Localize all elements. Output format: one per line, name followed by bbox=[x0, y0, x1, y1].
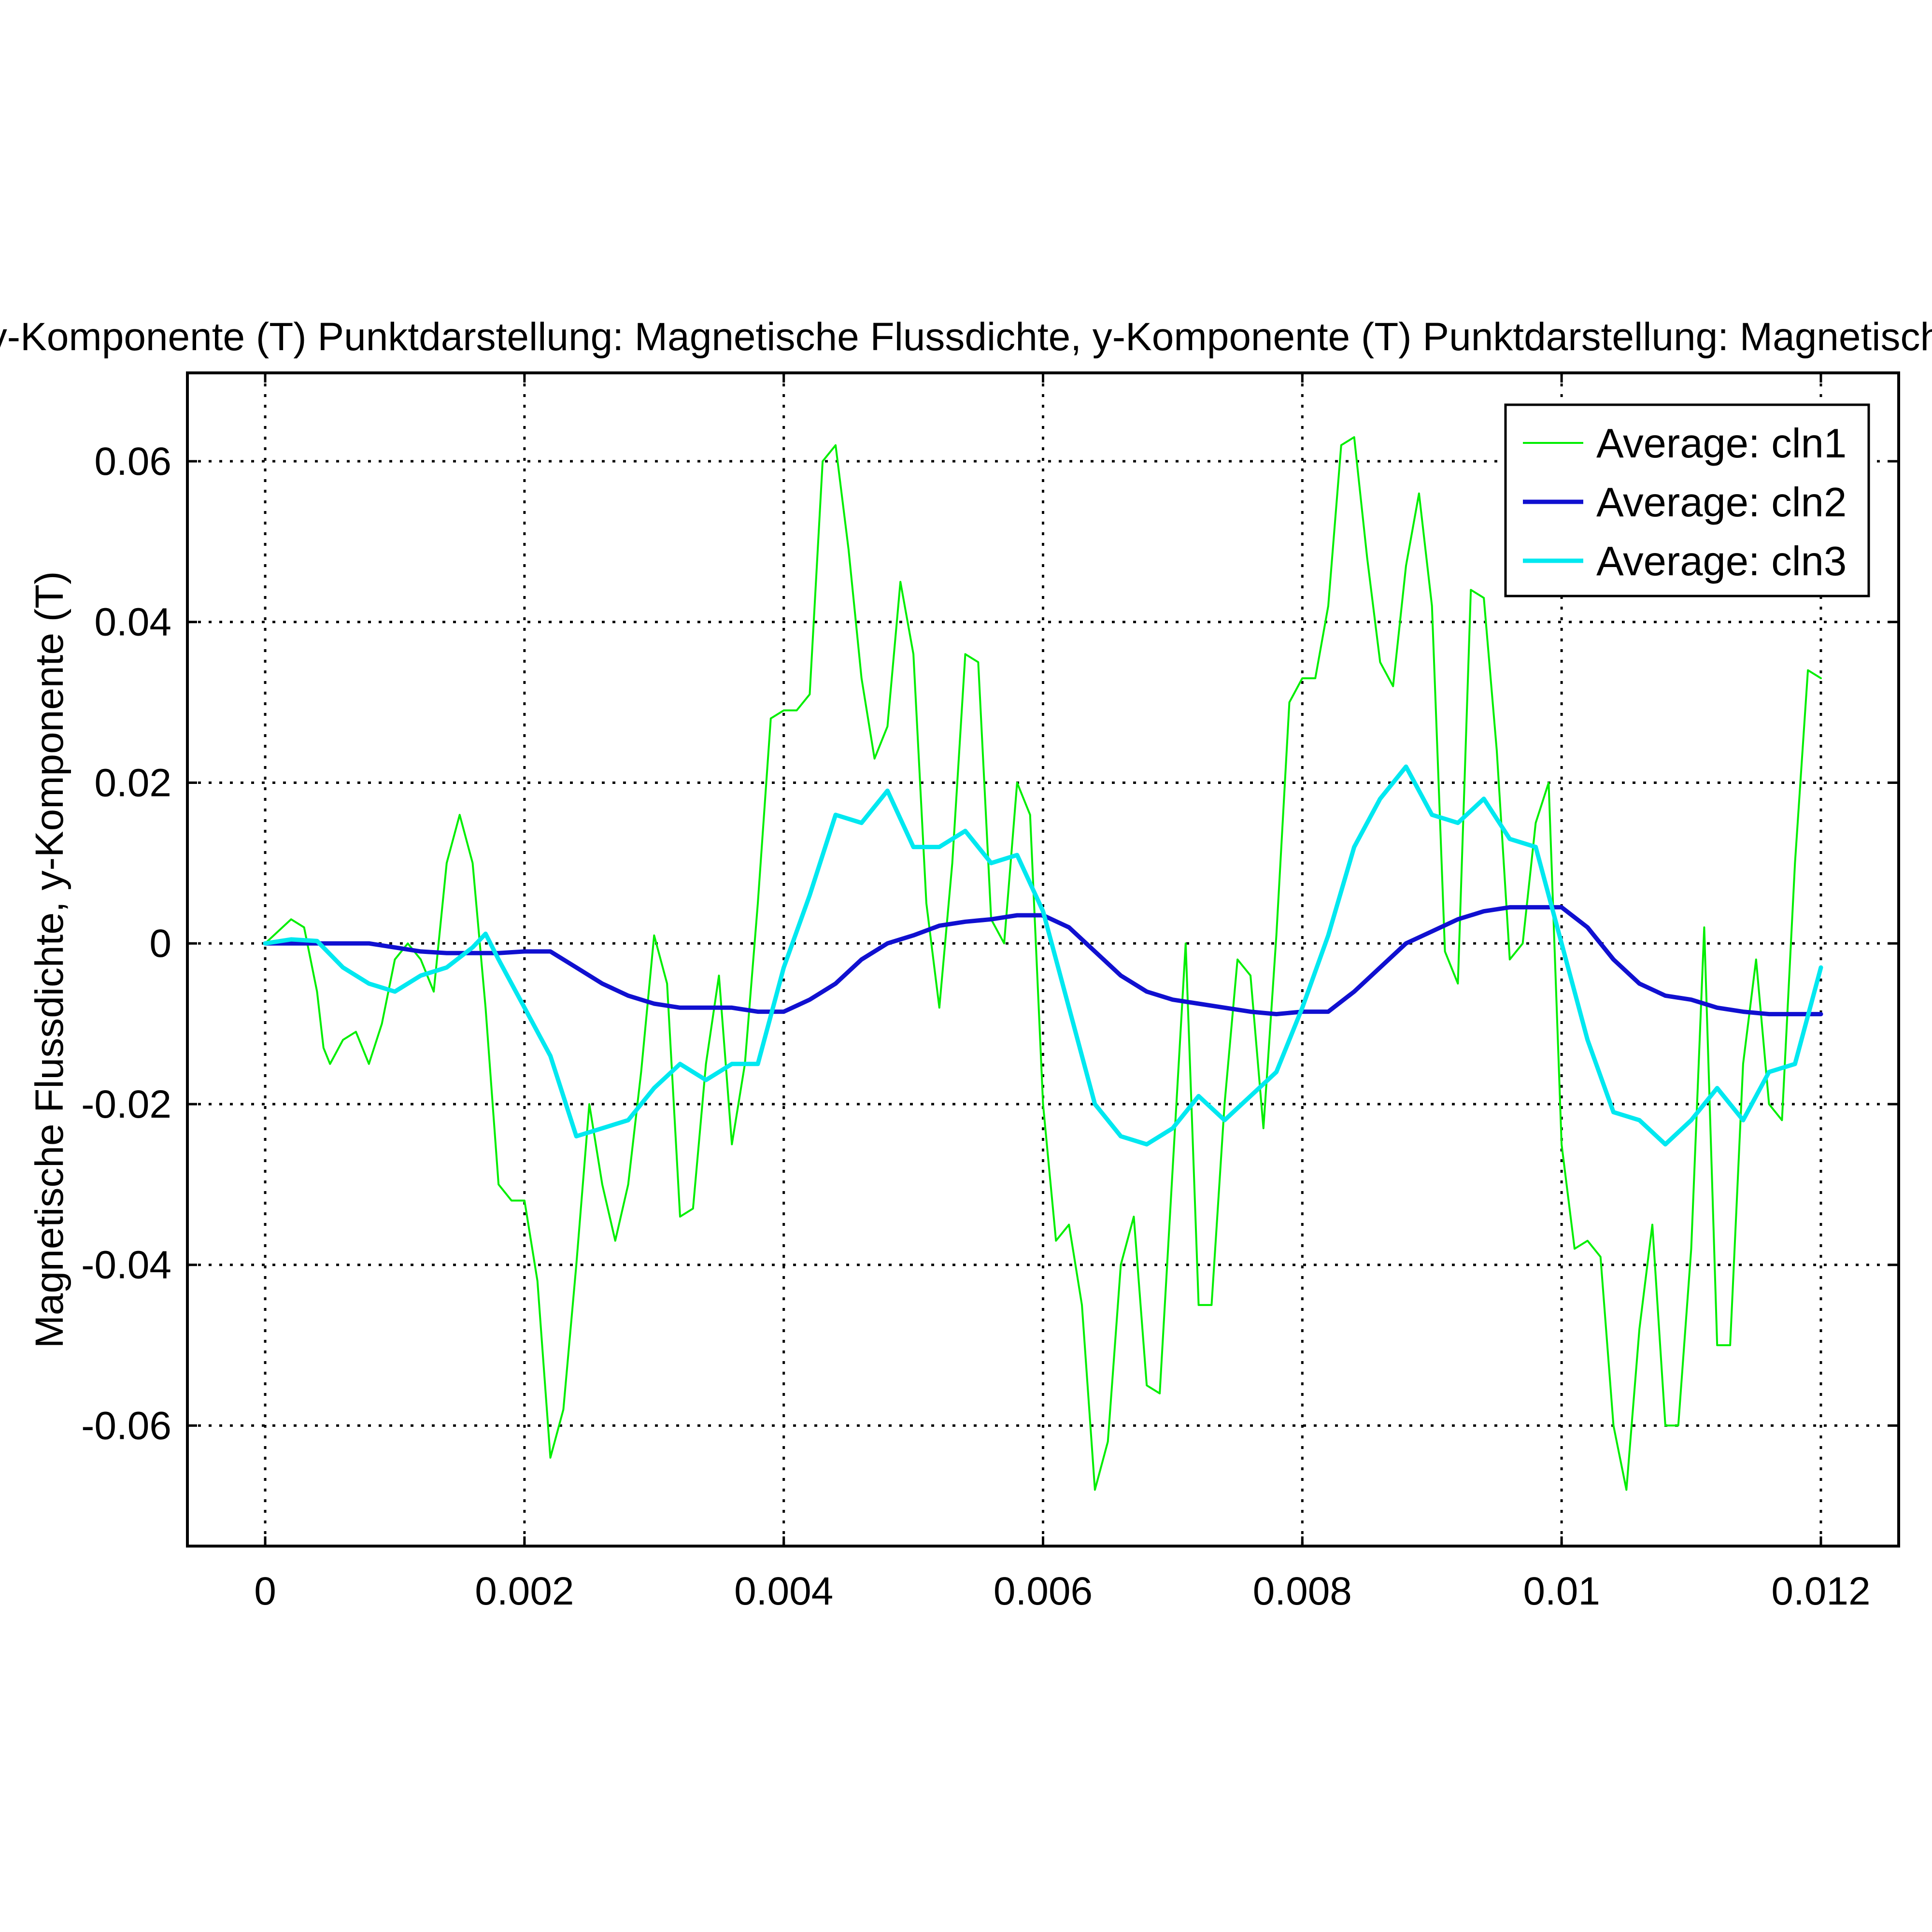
plot-lines bbox=[263, 436, 1823, 1491]
series-line-2 bbox=[263, 905, 1823, 1017]
x-tick-label: 0.002 bbox=[475, 1569, 574, 1613]
legend-label-1: Average: cln1 bbox=[1596, 421, 1847, 467]
legend-label-3: Average: cln3 bbox=[1596, 539, 1847, 584]
y-axis-label: Magnetische Flussdichte, y-Komponente (T… bbox=[28, 571, 71, 1349]
legend-label-2: Average: cln2 bbox=[1596, 480, 1847, 526]
x-tick-label: 0 bbox=[254, 1569, 276, 1613]
x-tick-label: 0.01 bbox=[1523, 1569, 1600, 1613]
y-tick-label: 0.04 bbox=[94, 600, 171, 644]
x-tick-label: 0.006 bbox=[994, 1569, 1093, 1613]
y-tick-label: 0.06 bbox=[94, 440, 171, 483]
legend: Average: cln1 Average: cln2 Average: cln3 bbox=[1504, 403, 1870, 597]
grid bbox=[187, 373, 1899, 1546]
x-tick-label: 0.008 bbox=[1253, 1569, 1352, 1613]
y-tick-label: -0.02 bbox=[81, 1082, 171, 1126]
chart-title: Punktdarstellung: Magnetische Flussdicht… bbox=[0, 315, 1932, 359]
y-tick-label: 0 bbox=[149, 922, 171, 966]
series-line-3 bbox=[263, 764, 1823, 1147]
x-tick-label: 0.004 bbox=[734, 1569, 833, 1613]
y-axis: 0.06 0.04 0.02 0 -0.02 -0.04 -0.06 bbox=[81, 440, 1899, 1448]
y-tick-label: 0.02 bbox=[94, 761, 171, 805]
series-line-1 bbox=[264, 436, 1822, 1491]
y-tick-label: -0.06 bbox=[81, 1404, 171, 1448]
x-tick-label: 0.012 bbox=[1771, 1569, 1870, 1613]
chart-title-group: Punktdarstellung: Magnetische Flussdicht… bbox=[0, 315, 1932, 359]
x-axis: 0 0.002 0.004 0.006 0.008 0.01 0.012 bbox=[254, 373, 1871, 1613]
y-tick-label: -0.04 bbox=[81, 1243, 171, 1287]
